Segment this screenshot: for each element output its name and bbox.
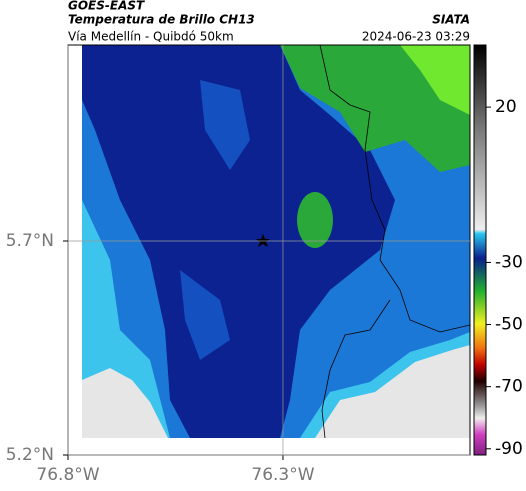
y-tick-label: 5.2°N xyxy=(6,445,54,465)
datetime: 2024-06-23 03:29 xyxy=(362,30,470,44)
colorbar-label: -90 xyxy=(495,439,523,459)
city-marker xyxy=(256,234,270,247)
colorbar-label: -30 xyxy=(495,252,523,272)
satellite: GOES-EAST xyxy=(68,0,145,13)
colorbar-label: 20 xyxy=(495,97,517,117)
colorbar xyxy=(473,44,487,456)
colorbar-label: -70 xyxy=(495,377,523,397)
colorbar-label: -50 xyxy=(495,315,523,335)
raster xyxy=(82,45,470,438)
region: Vía Medellín - Quibdó 50km xyxy=(68,30,234,44)
source: SIATA xyxy=(432,13,470,27)
x-tick-label: 76.8°W xyxy=(36,465,99,485)
x-tick-label: 76.3°W xyxy=(251,465,314,485)
y-tick-label: 5.7°N xyxy=(6,231,54,251)
product: Temperatura de Brillo CH13 xyxy=(68,13,255,27)
